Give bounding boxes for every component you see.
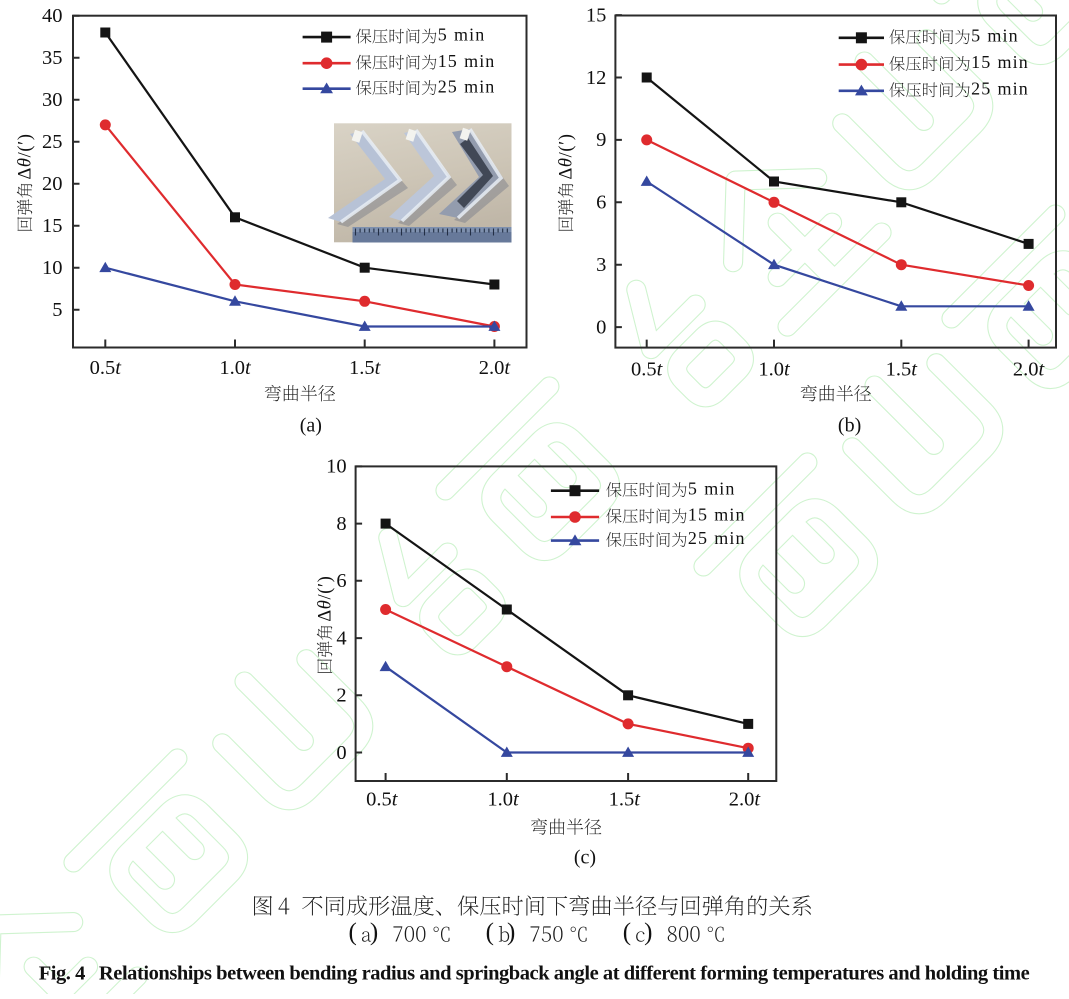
- svg-text:2.0t: 2.0t: [729, 789, 762, 811]
- svg-text:40: 40: [42, 5, 63, 27]
- svg-text:): ): [370, 919, 378, 946]
- svg-text:(: (: [623, 919, 631, 946]
- svg-text:15: 15: [586, 4, 607, 26]
- svg-text:30: 30: [42, 89, 63, 111]
- svg-text:4: 4: [336, 627, 346, 649]
- svg-text:1.0t: 1.0t: [758, 358, 791, 380]
- svg-text:12: 12: [586, 67, 607, 89]
- svg-text:1.0t: 1.0t: [487, 789, 520, 811]
- svg-text:5: 5: [52, 299, 62, 321]
- svg-text:10: 10: [326, 456, 347, 478]
- svg-text:(: (: [349, 919, 357, 946]
- svg-text:2.0t: 2.0t: [479, 357, 512, 379]
- svg-text:(b): (b): [838, 415, 861, 437]
- svg-text:): ): [507, 919, 515, 946]
- svg-text:2: 2: [336, 685, 346, 707]
- svg-text:8: 8: [336, 513, 346, 535]
- svg-text:0: 0: [596, 316, 606, 338]
- svg-text:Δθ/(′): Δθ/(′): [316, 576, 336, 622]
- svg-text:1.5t: 1.5t: [609, 789, 642, 811]
- svg-text:20: 20: [42, 173, 63, 195]
- svg-text:10: 10: [42, 257, 63, 279]
- svg-text:1.0t: 1.0t: [219, 357, 252, 379]
- svg-text:9: 9: [596, 129, 606, 151]
- svg-text:15: 15: [42, 215, 63, 237]
- svg-text:(c): (c): [574, 846, 596, 868]
- svg-text:0.5t: 0.5t: [90, 357, 123, 379]
- svg-text:1.5t: 1.5t: [886, 358, 919, 380]
- svg-text:6: 6: [336, 570, 346, 592]
- svg-text:0.5t: 0.5t: [366, 789, 399, 811]
- svg-text:25: 25: [42, 131, 63, 153]
- svg-text:): ): [644, 919, 652, 946]
- svg-text:(a): (a): [300, 415, 322, 437]
- svg-text:35: 35: [42, 47, 63, 69]
- svg-text:0: 0: [336, 742, 346, 764]
- svg-text:6: 6: [596, 192, 606, 214]
- svg-text:(: (: [486, 919, 494, 946]
- svg-text:1.5t: 1.5t: [349, 357, 382, 379]
- svg-text:Δθ/(′): Δθ/(′): [557, 133, 577, 179]
- svg-text:2.0t: 2.0t: [1013, 358, 1046, 380]
- svg-text:Δθ/(′): Δθ/(′): [16, 133, 36, 179]
- svg-text:0.5t: 0.5t: [631, 358, 664, 380]
- svg-text:Fig. 4 Relationships between: Fig. 4 Relationships between bending rad…: [39, 963, 1030, 985]
- svg-text:3: 3: [596, 254, 606, 276]
